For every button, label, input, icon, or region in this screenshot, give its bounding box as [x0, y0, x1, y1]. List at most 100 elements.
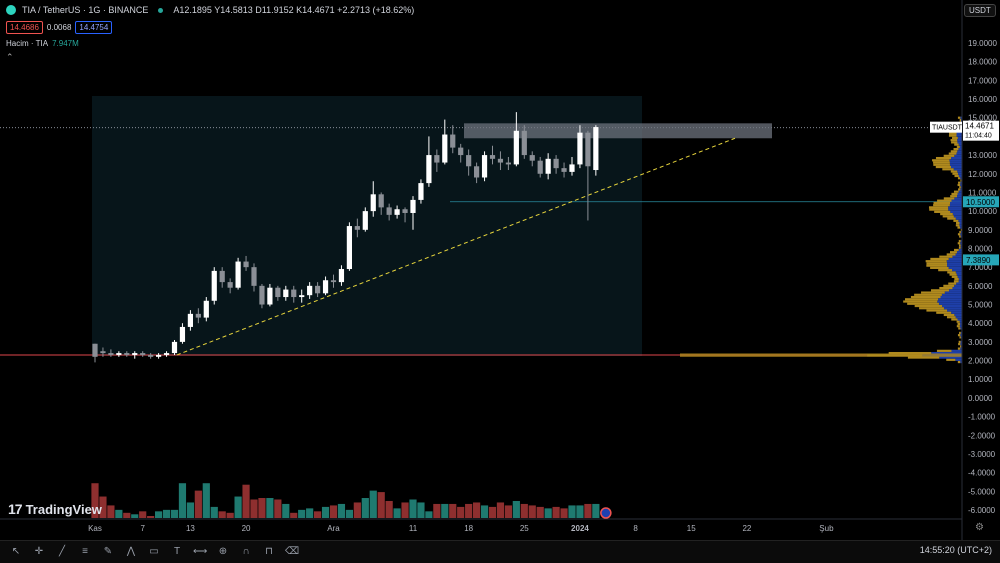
- volume-profile-bar: [954, 155, 962, 157]
- candle: [188, 314, 193, 327]
- volume-bar: [401, 502, 408, 518]
- volume-profile-bar: [933, 164, 950, 166]
- volume-profile-bar: [930, 267, 948, 269]
- volume-profile-bar: [957, 226, 960, 228]
- volume-profile-bar: [956, 253, 962, 255]
- volume-profile-bar: [950, 274, 957, 276]
- brand-name: TradingView: [26, 502, 102, 517]
- volume-profile-bar: [952, 276, 958, 278]
- volume-profile-bar: [952, 200, 962, 202]
- brush-icon[interactable]: ✎: [101, 545, 115, 559]
- y-tick-label: 8.0000: [968, 244, 993, 253]
- volume-profile-poc: [680, 353, 962, 356]
- candle: [474, 166, 479, 177]
- candle: [196, 314, 201, 318]
- y-tick-label: 10.0000: [968, 207, 997, 216]
- volume-bar: [370, 491, 377, 518]
- volume-profile-bar: [961, 229, 962, 231]
- x-tick-label: 8: [633, 524, 638, 533]
- ruler-icon[interactable]: ⟷: [193, 545, 207, 559]
- candle: [387, 207, 392, 214]
- volume-profile-bar: [958, 173, 962, 175]
- volume-profile-bar: [937, 200, 951, 202]
- x-tick-label: 13: [186, 524, 195, 533]
- volume-bar: [346, 510, 353, 518]
- volume-profile-bar: [956, 152, 962, 154]
- volume-profile-bar: [954, 144, 959, 146]
- volume-profile-bar: [956, 222, 959, 224]
- volume-profile-bar: [950, 202, 962, 204]
- volume-profile-bar: [958, 323, 961, 325]
- candle: [124, 353, 129, 355]
- rectangle-icon[interactable]: ▭: [147, 545, 161, 559]
- volume-profile-bar: [958, 242, 960, 244]
- volume-bar: [378, 492, 385, 518]
- candle: [363, 211, 368, 230]
- volume-profile-bar: [950, 204, 962, 206]
- candle: [410, 200, 415, 213]
- volume-bar: [115, 510, 122, 518]
- volume-profile-bar: [939, 287, 952, 289]
- candle: [482, 155, 487, 177]
- volume-profile-bar: [956, 271, 962, 273]
- candle: [379, 194, 384, 207]
- volume-profile-bar: [947, 253, 956, 255]
- zoom-icon[interactable]: ⊕: [216, 545, 230, 559]
- volume-profile-bar: [939, 303, 962, 305]
- y-tick-label: -3.0000: [968, 450, 996, 459]
- candle: [291, 290, 296, 297]
- price-chart[interactable]: 19.000018.000017.000016.000015.000014.00…: [0, 0, 1000, 540]
- volume-profile-bar: [959, 235, 961, 237]
- volume-profile-bar: [957, 195, 962, 197]
- volume-bar: [338, 504, 345, 518]
- volume-profile-bar: [951, 318, 957, 320]
- x-tick-label: 15: [687, 524, 696, 533]
- volume-profile-bar: [958, 188, 960, 190]
- x-tick-label: Ara: [327, 524, 340, 533]
- tradingview-logo-icon: 17: [8, 501, 22, 517]
- text-icon[interactable]: T: [170, 545, 184, 559]
- candle: [538, 161, 543, 174]
- x-tick-label: 11: [409, 524, 418, 533]
- volume-profile-bar: [957, 325, 960, 327]
- trash-icon[interactable]: ⌫: [285, 545, 299, 559]
- cursor-icon[interactable]: ↖: [9, 545, 23, 559]
- volume-profile-bar: [942, 305, 962, 307]
- candle: [243, 262, 248, 268]
- candle: [458, 148, 463, 155]
- volume-profile-bar: [948, 209, 962, 211]
- volume-profile-bar: [957, 139, 962, 141]
- volume-profile-bar: [957, 321, 960, 323]
- lock-icon[interactable]: ⊓: [262, 545, 276, 559]
- axis-settings-icon[interactable]: ⚙: [975, 522, 987, 534]
- volume-bar: [171, 510, 178, 518]
- y-tick-label: 12.0000: [968, 170, 997, 179]
- pattern-icon[interactable]: ⋀: [124, 545, 138, 559]
- volume-bar: [131, 514, 138, 518]
- volume-profile-bar: [954, 197, 962, 199]
- candle: [100, 351, 105, 353]
- y-tick-label: 18.0000: [968, 58, 997, 67]
- y-tick-label: 0.0000: [968, 394, 993, 403]
- volume-bar: [219, 511, 226, 518]
- volume-bar: [521, 504, 528, 518]
- trendline-icon[interactable]: ╱: [55, 545, 69, 559]
- volume-bar: [155, 511, 162, 518]
- volume-profile-bar: [957, 150, 962, 152]
- volume-profile-bar: [914, 294, 942, 296]
- candle: [498, 159, 503, 163]
- crosshair-icon[interactable]: ✛: [32, 545, 46, 559]
- magnet-icon[interactable]: ∩: [239, 545, 253, 559]
- x-tick-label: Şub: [819, 524, 834, 533]
- volume-bar: [290, 513, 297, 518]
- volume-bar: [250, 500, 257, 519]
- x-tick-label: 20: [242, 524, 251, 533]
- y-tick-label: -4.0000: [968, 469, 996, 478]
- current-price-label: 14.4671: [965, 122, 994, 131]
- volume-profile-bar: [949, 152, 957, 154]
- volume-profile-bar: [951, 141, 957, 143]
- volume-profile-bar: [959, 280, 962, 282]
- volume-bar: [227, 513, 234, 518]
- y-tick-label: -5.0000: [968, 487, 996, 496]
- fib-icon[interactable]: ≡: [78, 545, 92, 559]
